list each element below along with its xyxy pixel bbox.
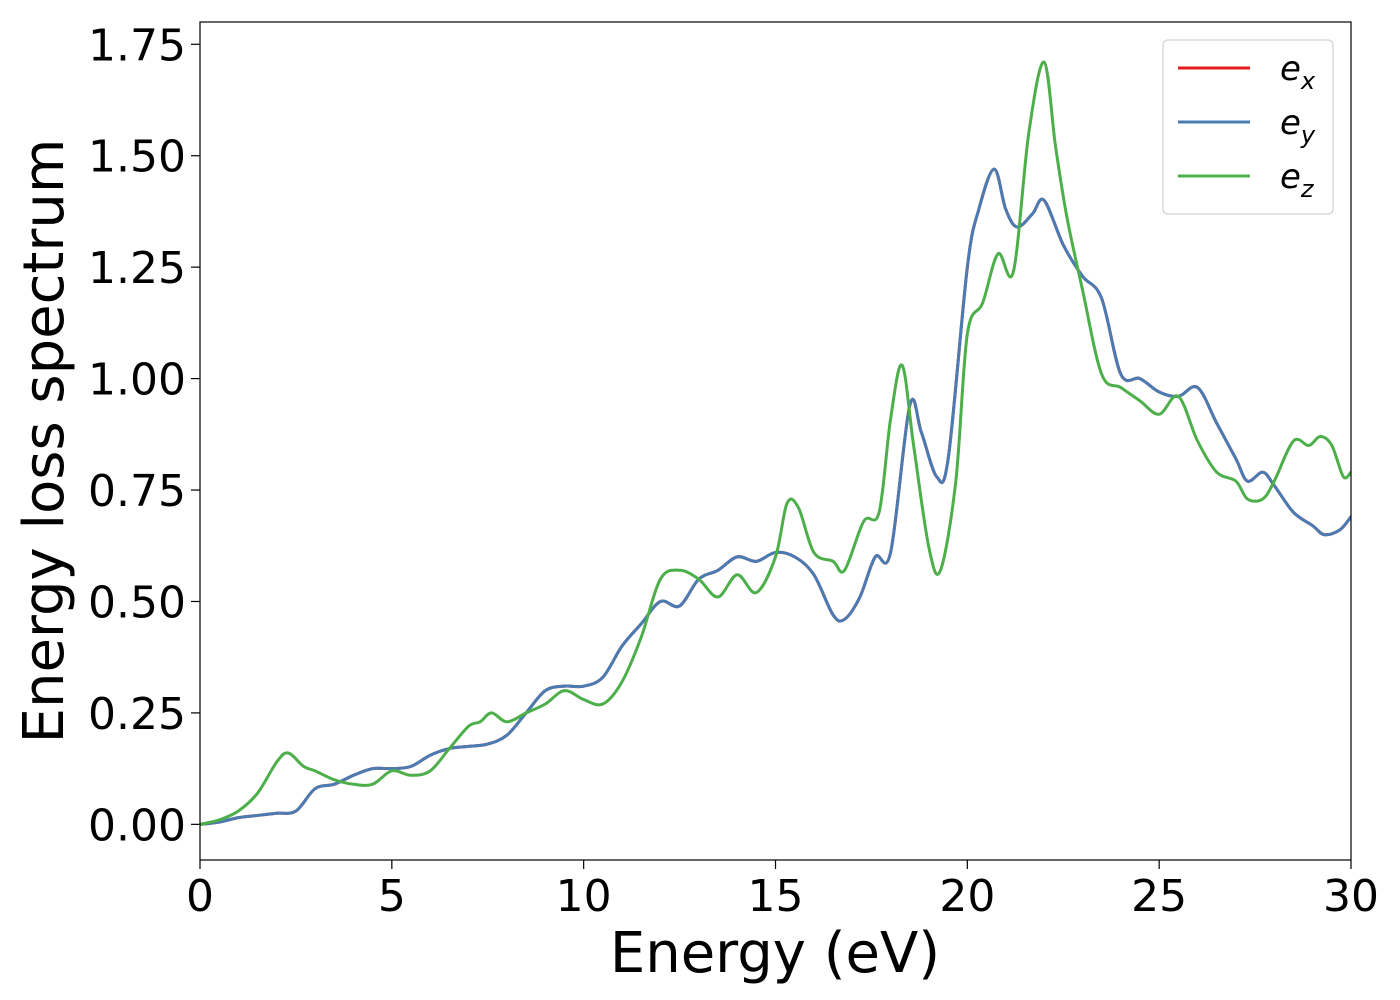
y-axis: 0.00 0.25 0.50 0.75 1.00 1.25 1.50 1.75 — [88, 20, 200, 851]
legend-label-x: ex — [1280, 49, 1316, 95]
series-layer — [200, 60, 1351, 826]
plot-area — [200, 22, 1351, 860]
x-tick-label: 5 — [378, 871, 406, 922]
y-tick-label: 1.25 — [88, 243, 186, 294]
y-axis-title: Energy loss spectrum — [12, 139, 77, 744]
y-tick-label: 0.75 — [88, 466, 186, 517]
x-tick-label: 30 — [1323, 871, 1379, 922]
x-tick-label: 15 — [748, 871, 804, 922]
legend-label-main: e — [1280, 49, 1301, 89]
y-tick-label: 1.75 — [88, 20, 186, 71]
x-tick-label: 25 — [1131, 871, 1187, 922]
y-tick-label: 0.25 — [88, 689, 186, 740]
legend-box — [1162, 39, 1334, 215]
legend-label-subscript: x — [1300, 67, 1316, 95]
x-tick-label: 0 — [186, 871, 214, 922]
x-axis: 0 5 10 15 20 25 30 — [186, 860, 1379, 922]
x-tick-label: 20 — [939, 871, 995, 922]
legend-label-main: e — [1280, 103, 1301, 143]
y-tick-label: 0.00 — [88, 800, 186, 851]
y-tick-label: 0.50 — [88, 577, 186, 628]
series-line-z — [200, 60, 1351, 826]
x-tick-label: 10 — [556, 871, 612, 922]
legend-label-subscript: y — [1300, 121, 1316, 149]
y-tick-label: 1.00 — [88, 355, 186, 406]
legend-label-main: e — [1280, 157, 1301, 197]
legend-label-z: ez — [1280, 157, 1315, 203]
y-tick-label: 1.50 — [88, 132, 186, 183]
x-axis-title: Energy (eV) — [610, 921, 940, 986]
legend-label-subscript: z — [1300, 175, 1315, 203]
legend-label-y: ey — [1280, 103, 1316, 149]
